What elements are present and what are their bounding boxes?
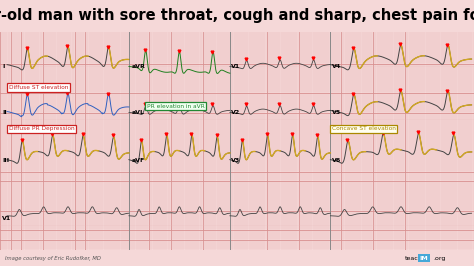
Text: Diffuse PR Depression: Diffuse PR Depression bbox=[9, 127, 74, 131]
Text: V4: V4 bbox=[332, 64, 341, 69]
Text: Diffuse ST elevation: Diffuse ST elevation bbox=[9, 85, 68, 90]
Text: Image courtesy of Eric Rudofker, MD: Image courtesy of Eric Rudofker, MD bbox=[5, 256, 100, 260]
Text: aVL: aVL bbox=[132, 110, 145, 115]
Text: V1: V1 bbox=[2, 216, 12, 221]
Text: V1: V1 bbox=[231, 64, 241, 69]
Text: V2: V2 bbox=[231, 110, 241, 115]
Text: V3: V3 bbox=[231, 159, 241, 163]
Text: III: III bbox=[2, 159, 9, 163]
Text: Concave ST elevation: Concave ST elevation bbox=[332, 127, 396, 131]
Text: V5: V5 bbox=[332, 110, 341, 115]
Text: PR elevation in aVR: PR elevation in aVR bbox=[147, 103, 205, 109]
Text: aVF: aVF bbox=[132, 159, 145, 163]
Text: I: I bbox=[2, 64, 5, 69]
Text: .org: .org bbox=[434, 256, 446, 260]
Text: IM: IM bbox=[420, 256, 428, 260]
Text: II: II bbox=[2, 110, 7, 115]
Text: 40-year-old man with sore throat, cough and sharp, chest pain for 1 day: 40-year-old man with sore throat, cough … bbox=[0, 9, 474, 23]
Text: teach: teach bbox=[405, 256, 423, 260]
Text: V6: V6 bbox=[332, 159, 341, 163]
Text: aVR: aVR bbox=[132, 64, 146, 69]
